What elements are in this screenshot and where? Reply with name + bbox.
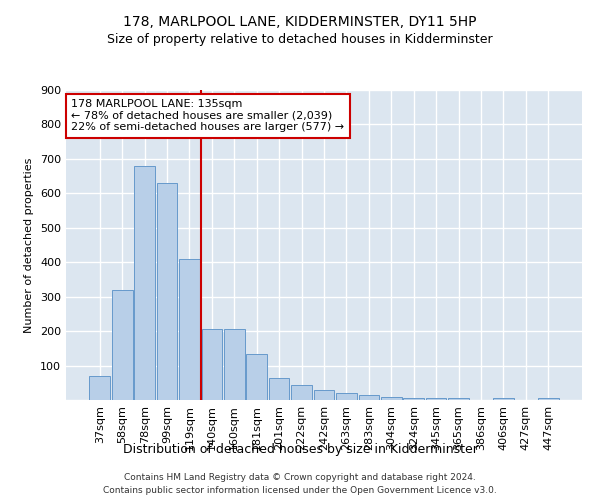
Bar — [359, 395, 379, 400]
Y-axis label: Number of detached properties: Number of detached properties — [25, 158, 34, 332]
Bar — [448, 398, 469, 400]
Bar — [493, 398, 514, 400]
Bar — [157, 183, 178, 400]
Text: Size of property relative to detached houses in Kidderminster: Size of property relative to detached ho… — [107, 32, 493, 46]
Bar — [381, 396, 401, 400]
Bar — [89, 376, 110, 400]
Bar — [426, 398, 446, 400]
Text: Contains HM Land Registry data © Crown copyright and database right 2024.: Contains HM Land Registry data © Crown c… — [124, 472, 476, 482]
Bar — [202, 330, 222, 400]
Text: Contains public sector information licensed under the Open Government Licence v3: Contains public sector information licen… — [103, 486, 497, 495]
Bar — [179, 259, 200, 400]
Bar — [314, 390, 334, 400]
Text: Distribution of detached houses by size in Kidderminster: Distribution of detached houses by size … — [122, 442, 478, 456]
Bar — [224, 330, 245, 400]
Bar — [403, 398, 424, 400]
Bar — [291, 384, 312, 400]
Bar — [336, 393, 357, 400]
Text: 178, MARLPOOL LANE, KIDDERMINSTER, DY11 5HP: 178, MARLPOOL LANE, KIDDERMINSTER, DY11 … — [123, 15, 477, 29]
Bar — [538, 398, 559, 400]
Bar — [112, 290, 133, 400]
Bar — [247, 354, 267, 400]
Text: 178 MARLPOOL LANE: 135sqm
← 78% of detached houses are smaller (2,039)
22% of se: 178 MARLPOOL LANE: 135sqm ← 78% of detac… — [71, 100, 344, 132]
Bar — [134, 166, 155, 400]
Bar — [269, 378, 289, 400]
